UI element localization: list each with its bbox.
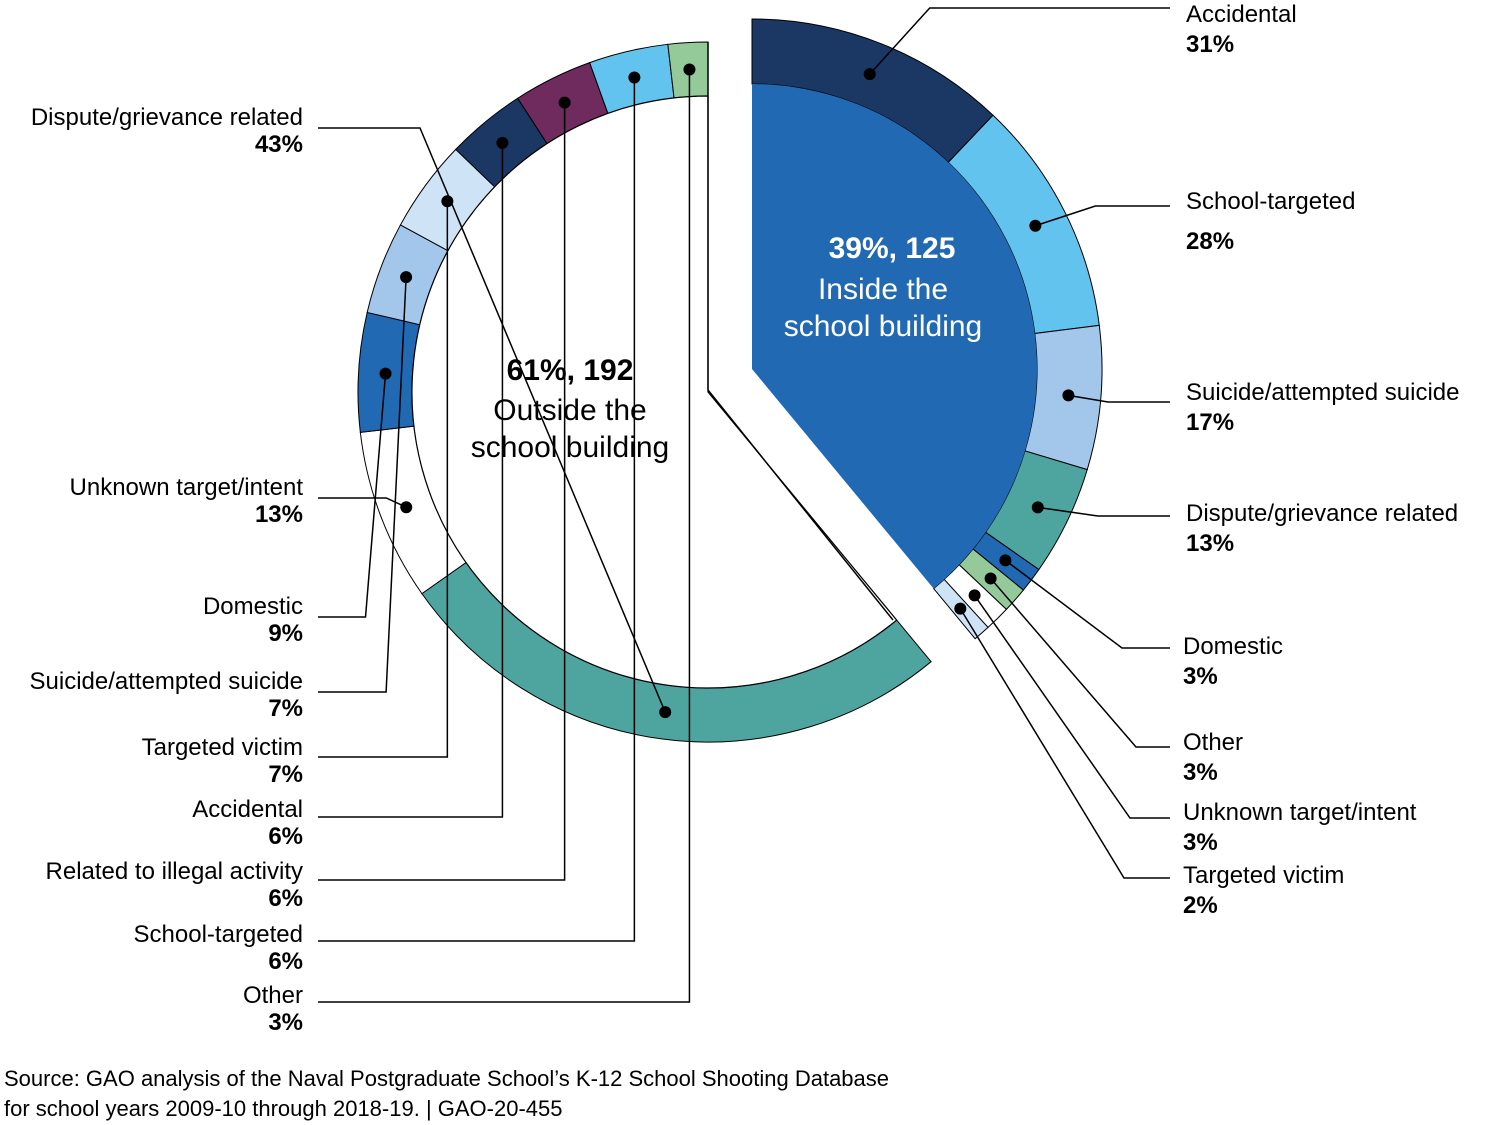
outside-pct-school-targeted: 6% (268, 948, 303, 975)
outside-inner-slice (411, 95, 898, 689)
outside-callout-suicide-attempted-suicide (318, 277, 407, 693)
outside-callout-domestic (318, 373, 387, 618)
inside-label-dispute: Dispute/grievance related (1186, 500, 1458, 527)
inside-dot-targeted-victim (954, 602, 967, 615)
inside-pct-targeted-victim: 2% (1183, 892, 1218, 919)
source-note: Source: GAO analysis of the Naval Postgr… (4, 1064, 889, 1124)
inside-callout-suicide-attempted-suicide (1068, 394, 1170, 403)
outside-callout-targeted-victim (318, 201, 449, 758)
outside-inner-wedge (411, 95, 898, 689)
outside-pct-domestic: 9% (268, 620, 303, 647)
outside-label-dispute: Dispute/grievance related (31, 104, 303, 131)
inside-dot-accidental (863, 68, 876, 81)
inside-dot-dispute-grievance-related (1031, 501, 1044, 514)
inside-callout-school-targeted (1035, 205, 1170, 227)
inside-inner-wedge (752, 84, 1038, 589)
inside-center-caption-line1: Inside the (818, 273, 948, 306)
inside-dot-domestic (999, 554, 1012, 567)
inside-pct-suicide: 17% (1186, 409, 1234, 436)
inside-label-other: Other (1183, 729, 1243, 756)
inside-label-unknown: Unknown target/intent (1183, 799, 1417, 826)
outside-dot-related-to-illegal-activity (558, 96, 571, 109)
inside-inner-slice (752, 84, 1038, 589)
inside-pct-school-targeted: 28% (1186, 228, 1234, 255)
outside-pct-illegal-activity: 6% (268, 885, 303, 912)
inside-label-school-targeted: School-targeted (1186, 188, 1355, 215)
outside-seam-line (707, 42, 894, 621)
outside-dot-unknown-target-intent (400, 501, 413, 514)
inside-pct-domestic: 3% (1183, 663, 1218, 690)
outside-pct-targeted-victim: 7% (268, 761, 303, 788)
outside-callout-school-targeted (318, 77, 636, 942)
outside-callout-other (318, 69, 691, 1003)
inside-pct-dispute: 13% (1186, 530, 1234, 557)
inside-label-suicide: Suicide/attempted suicide (1186, 379, 1460, 406)
inside-label-accidental: Accidental (1186, 1, 1297, 28)
outside-label-targeted-victim: Targeted victim (142, 734, 303, 761)
outside-label-school-targeted: School-targeted (134, 921, 303, 948)
outside-pct-accidental: 6% (268, 823, 303, 850)
inside-center-value: 39%, 125 (829, 232, 956, 265)
outside-callout-accidental (318, 142, 504, 818)
outside-center-caption-line2: school building (471, 431, 669, 464)
inside-dot-school-targeted (1029, 219, 1042, 232)
outside-label-unknown: Unknown target/intent (70, 474, 304, 501)
inside-callout-dispute-grievance-related (1037, 506, 1170, 517)
outside-center-caption-line1: Outside the (493, 394, 646, 427)
callout-lines (318, 7, 1170, 1003)
inside-callout-accidental (869, 7, 1170, 75)
outside-dot-domestic (379, 367, 392, 380)
outside-dot-targeted-victim (441, 195, 454, 208)
outside-pct-unknown: 13% (255, 501, 303, 528)
inside-pct-other: 3% (1183, 759, 1218, 786)
inside-dot-suicide-attempted-suicide (1062, 389, 1075, 402)
inside-dot-other (984, 572, 997, 585)
outside-label-accidental: Accidental (192, 796, 303, 823)
outside-callout-unknown-target-intent (318, 497, 407, 508)
inside-dot-unknown-target-intent (968, 589, 981, 602)
outside-callout-related-to-illegal-activity (318, 102, 566, 881)
inside-callout-domestic (1004, 559, 1170, 649)
outside-callout-dispute-grievance-related (318, 127, 666, 713)
inside-center-caption-line2: school building (784, 310, 982, 343)
outside-pct-other: 3% (268, 1009, 303, 1036)
outside-dot-school-targeted (628, 71, 641, 84)
outside-pct-suicide: 7% (268, 695, 303, 722)
outside-dot-accidental (496, 136, 509, 149)
source-line-2: for school years 2009-10 through 2018-19… (4, 1096, 563, 1121)
outside-label-domestic: Domestic (203, 593, 303, 620)
callout-dots (379, 63, 1075, 719)
outside-dot-dispute-grievance-related (659, 706, 672, 719)
inside-callout-unknown-target-intent (973, 594, 1170, 819)
inside-label-domestic: Domestic (1183, 633, 1283, 660)
outside-label-other: Other (243, 982, 303, 1009)
outside-pct-dispute: 43% (255, 131, 303, 158)
inside-callout-targeted-victim (959, 608, 1170, 879)
source-line-1: Source: GAO analysis of the Naval Postgr… (4, 1066, 890, 1091)
outside-dot-other (683, 63, 696, 76)
outside-center-value: 61%, 192 (507, 354, 634, 387)
inside-pct-accidental: 31% (1186, 31, 1234, 58)
inside-label-targeted-victim: Targeted victim (1183, 862, 1344, 889)
inside-callout-other (990, 577, 1170, 748)
outside-label-illegal-activity: Related to illegal activity (46, 858, 303, 885)
outside-label-suicide: Suicide/attempted suicide (30, 668, 304, 695)
outside-dot-suicide-attempted-suicide (400, 271, 413, 284)
inside-pct-unknown: 3% (1183, 829, 1218, 856)
